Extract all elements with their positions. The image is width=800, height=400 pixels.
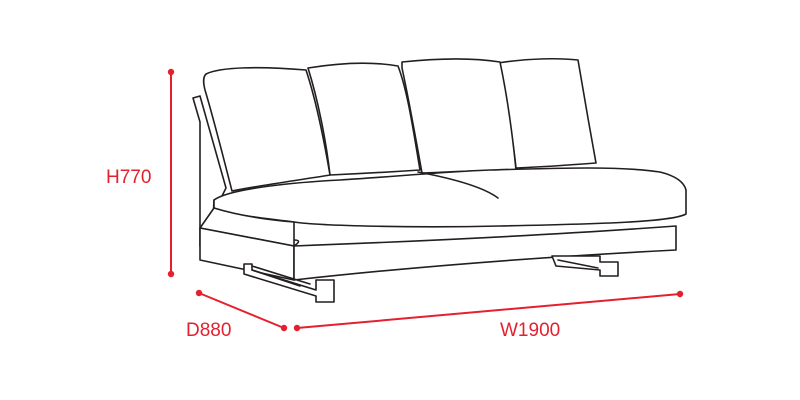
- height-dimension-endpoint-bottom: [167, 270, 175, 278]
- seat-cushion-seam: [417, 171, 499, 199]
- sofa-illustration: [192, 57, 687, 303]
- base-frame-long: [293, 225, 677, 281]
- dimension-labels: H770 D880 W1900: [106, 167, 560, 341]
- width-label: W1900: [500, 320, 560, 341]
- leg-left-inner: [251, 265, 311, 287]
- back-cushion-1: [202, 66, 331, 192]
- height-dimension-endpoint-top: [167, 68, 175, 76]
- width-dimension-line: [296, 293, 681, 329]
- depth-label: D880: [186, 320, 231, 341]
- back-cushion-3: [401, 58, 517, 174]
- back-cushion-2: [307, 62, 421, 176]
- height-label: H770: [106, 167, 151, 188]
- dimension-lines: [167, 68, 684, 332]
- base-frame-top-edge: [293, 239, 300, 247]
- leg-right-inner: [557, 259, 599, 269]
- seat-cushion: [213, 167, 687, 228]
- width-dimension-endpoint-left: [293, 324, 301, 332]
- depth-dimension-endpoint-right: [280, 324, 288, 332]
- depth-dimension-line: [198, 292, 285, 329]
- width-dimension-endpoint-right: [676, 290, 684, 298]
- depth-dimension-endpoint-left: [195, 289, 203, 297]
- seat-base-front: [199, 207, 295, 247]
